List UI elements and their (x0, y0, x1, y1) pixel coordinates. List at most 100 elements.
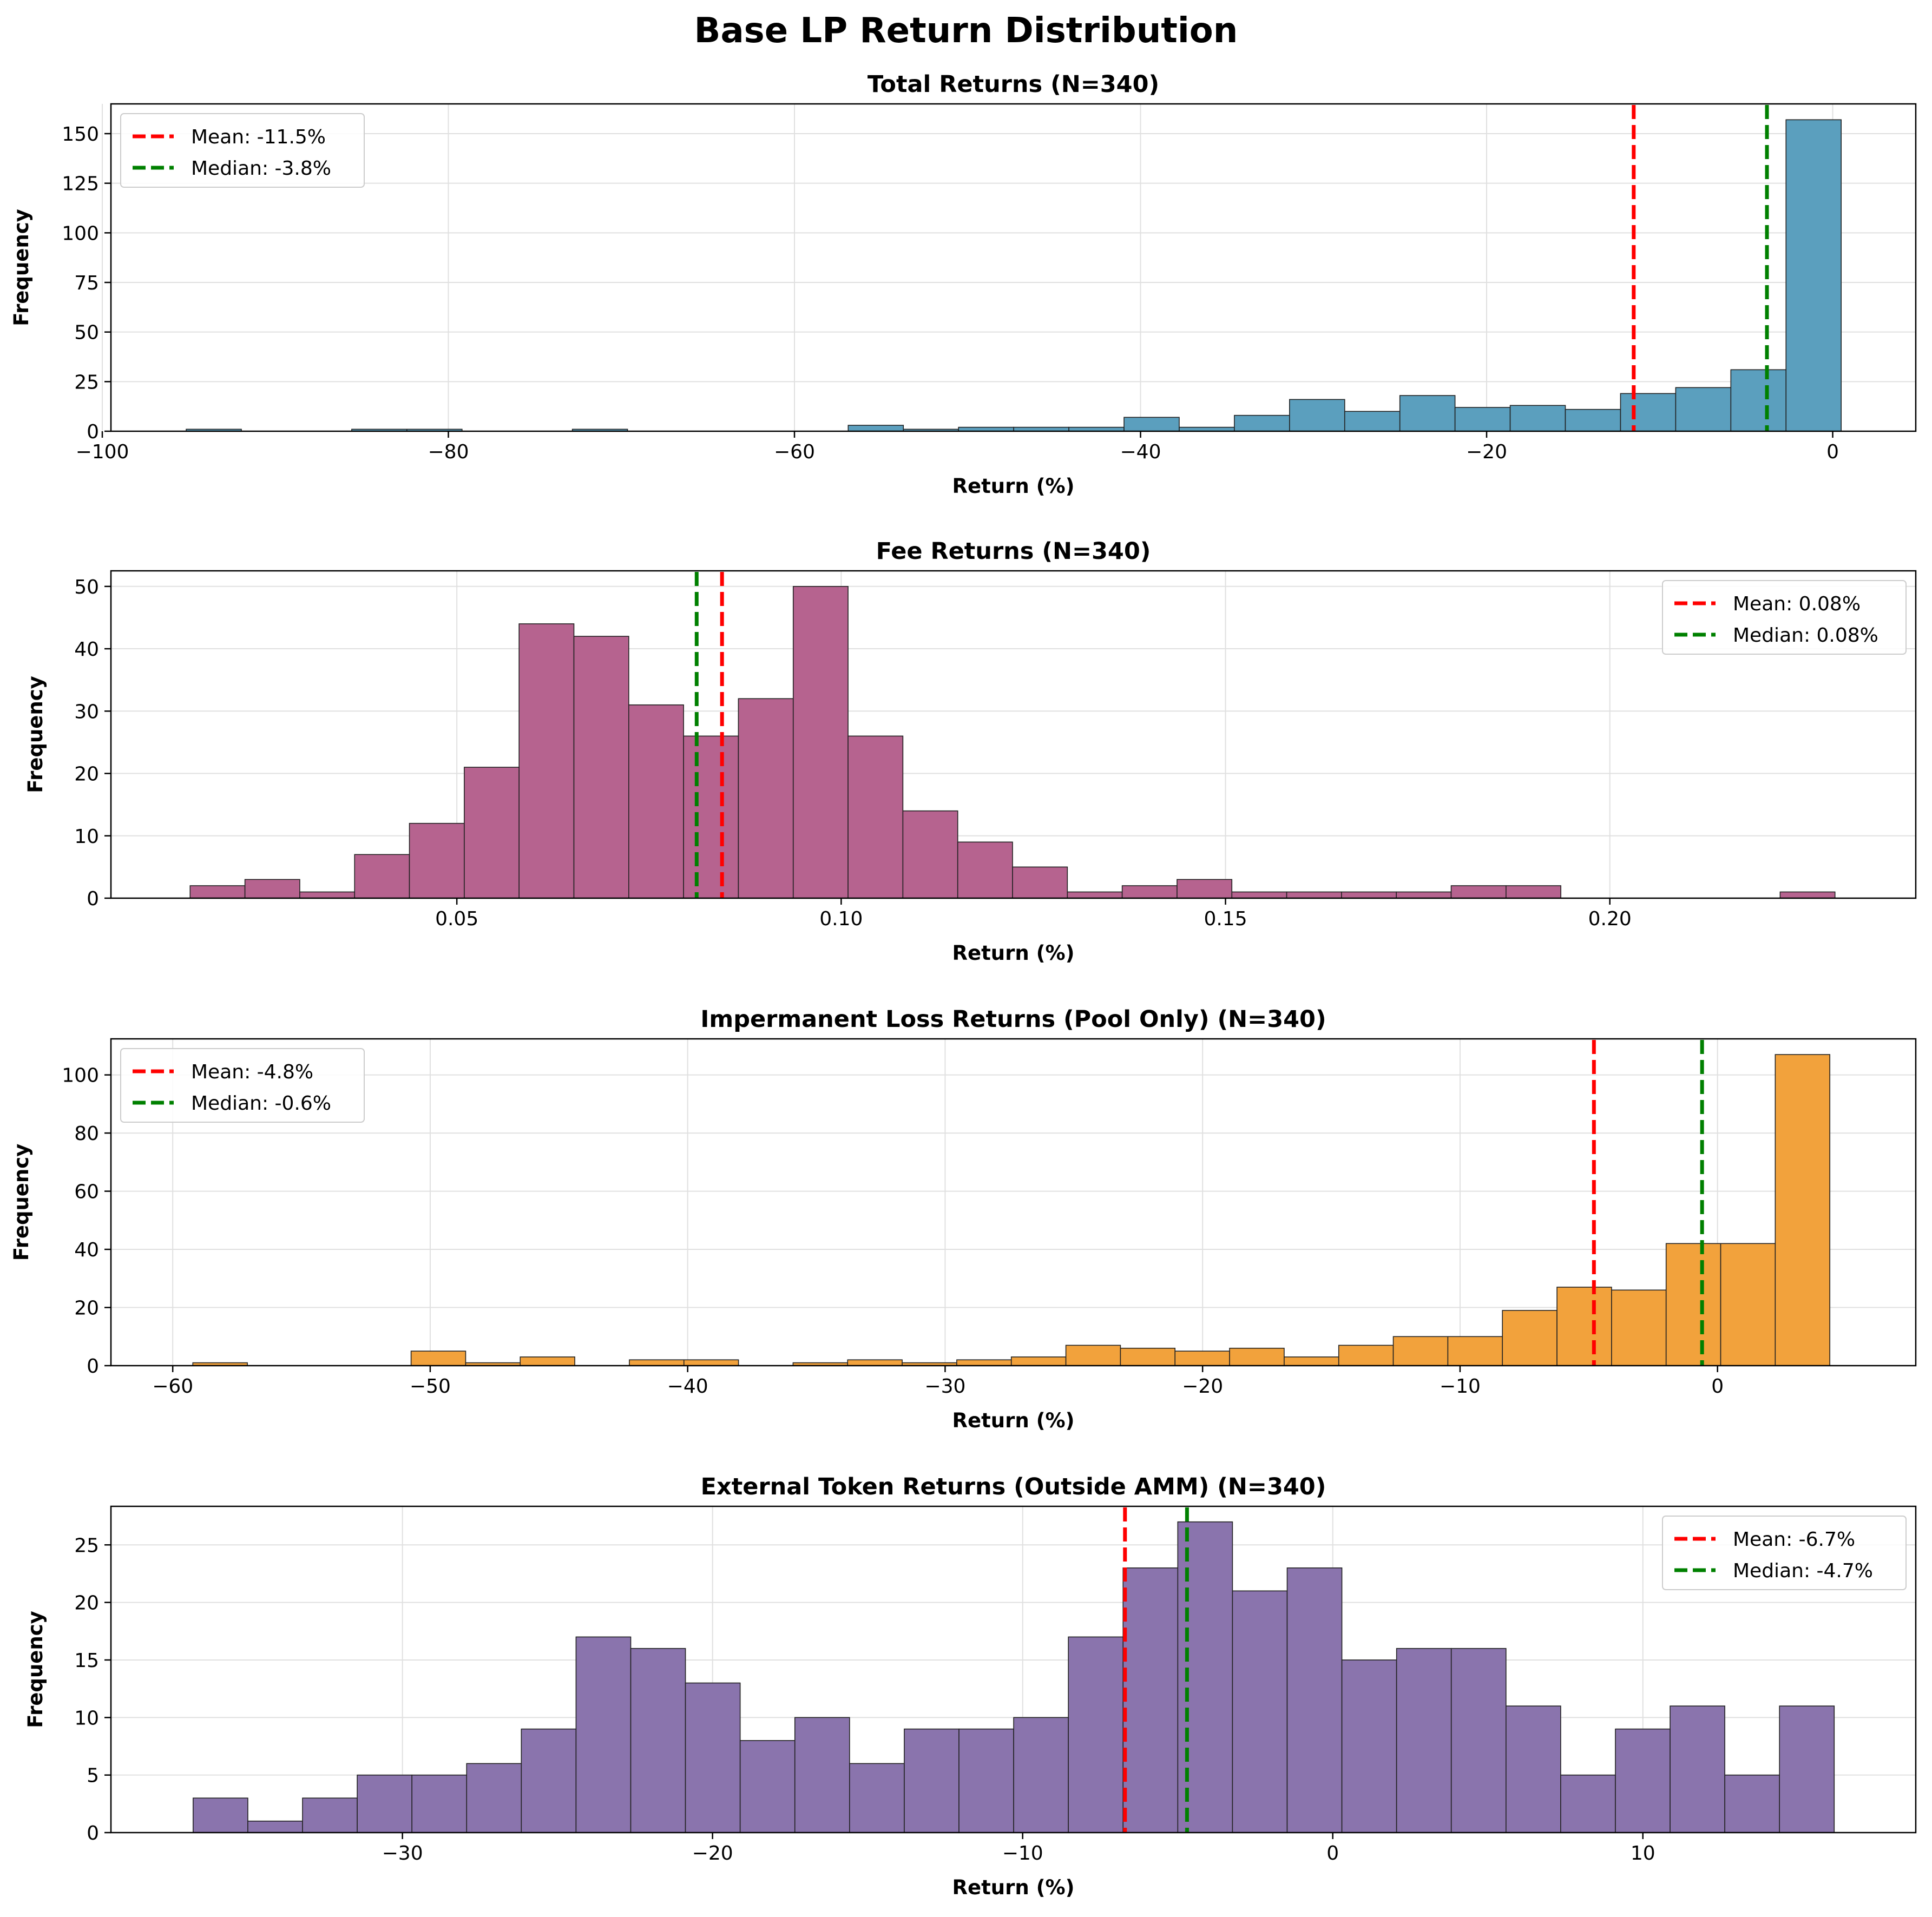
histogram-bar (1341, 891, 1397, 899)
y-tick-label: 60 (74, 1181, 99, 1203)
y-tick-label: 25 (74, 371, 99, 393)
histogram-bar (1670, 1705, 1725, 1833)
histogram-bar (299, 891, 356, 899)
histogram-bar (1779, 1705, 1835, 1833)
x-tick-label: 0.15 (1204, 908, 1247, 930)
histogram-bar (1450, 885, 1507, 899)
histogram-bar (1234, 414, 1290, 432)
x-tick-label: −30 (924, 1375, 965, 1398)
histogram-bar (847, 1359, 903, 1366)
histogram-bar (1730, 369, 1787, 432)
histogram-bar (1013, 1717, 1069, 1833)
histogram-bar (1341, 1659, 1397, 1833)
figure-title: Base LP Return Distribution (694, 11, 1238, 51)
y-tick-label: 0 (87, 421, 99, 443)
axes-frame (110, 570, 1917, 899)
histogram-bar (1392, 1336, 1449, 1366)
histogram-bar (1779, 891, 1836, 899)
y-axis-label: Frequency (10, 1144, 33, 1261)
legend: Mean: -4.8% Median: -0.6% (120, 1048, 365, 1123)
histogram-bar (902, 810, 958, 899)
histogram-bar (683, 1359, 739, 1366)
legend-box (120, 113, 365, 188)
histogram-bar (1399, 395, 1456, 432)
histogram-bar (1665, 1243, 1721, 1366)
histogram-bar (629, 1359, 685, 1366)
x-axis-label: Return (%) (952, 1876, 1075, 1899)
x-tick-label: −20 (1182, 1375, 1223, 1398)
histogram-bar (1615, 1728, 1671, 1833)
histogram-bar (685, 1682, 741, 1833)
y-tick-label: 75 (74, 272, 99, 294)
legend-box (120, 1048, 365, 1123)
y-tick-label: 15 (74, 1650, 99, 1672)
histogram-bar (1502, 1310, 1558, 1366)
histogram-bar (520, 1356, 575, 1366)
histogram-bar (1284, 1356, 1339, 1366)
y-tick-label: 0 (87, 888, 99, 910)
histogram-bar (957, 841, 1013, 899)
histogram-bar (1560, 1774, 1616, 1833)
legend-box (1662, 580, 1907, 655)
x-tick-label: −40 (1120, 441, 1161, 463)
x-tick-label: 0 (1711, 1375, 1724, 1398)
y-tick-label: 80 (74, 1123, 99, 1145)
x-tick-label: −10 (1002, 1842, 1043, 1865)
x-tick-label: −10 (1440, 1375, 1481, 1398)
x-tick-label: 0.05 (435, 908, 478, 930)
histogram-bar (357, 1774, 412, 1833)
histogram-bar (904, 1728, 960, 1833)
x-tick-label: 0.20 (1588, 908, 1632, 930)
histogram-bar (1067, 891, 1123, 899)
subplot-fee: 0.05 0.10 0.15 0.20 0 10 20 30 40 50 Fee Returns (… (24, 538, 1917, 965)
x-tick-label: −20 (692, 1842, 733, 1865)
y-tick-label: 100 (62, 1065, 99, 1087)
histogram-bar (739, 1740, 796, 1833)
subplot-title: Fee Returns (N=340) (876, 538, 1151, 565)
y-tick-label: 20 (74, 1297, 99, 1320)
y-tick-label: 0 (87, 1822, 99, 1844)
histogram-bar (1121, 885, 1178, 899)
legend-median-label: Median: -3.8% (191, 157, 331, 180)
y-axis-label: Frequency (24, 1611, 47, 1728)
y-tick-label: 100 (62, 222, 99, 245)
histogram-bar (575, 1636, 632, 1833)
histogram-bar (518, 623, 575, 899)
x-tick-label: −60 (152, 1375, 193, 1398)
histogram-bar (354, 854, 410, 899)
y-tick-label: 10 (74, 1707, 99, 1729)
histogram-bar (1286, 891, 1342, 899)
legend: Mean: -11.5% Median: -3.8% (120, 113, 365, 188)
subplot-title: Impermanent Loss Returns (Pool Only) (N=… (700, 1006, 1326, 1033)
x-tick-label: 0 (1326, 1842, 1339, 1865)
legend-mean-label: Mean: -6.7% (1733, 1529, 1855, 1551)
subplot-title: Total Returns (N=340) (868, 71, 1159, 98)
histogram-bar (630, 1648, 686, 1833)
x-tick-label: 10 (1631, 1842, 1655, 1865)
x-tick-label: −80 (428, 441, 469, 463)
histogram-bar (1120, 1347, 1176, 1366)
histogram-bar (1344, 411, 1401, 432)
histogram-bar (1675, 387, 1732, 432)
legend-median-label: Median: 0.08% (1733, 624, 1878, 647)
histogram-bar (1720, 1243, 1776, 1366)
histogram-bar (1450, 1648, 1507, 1833)
histogram-bar (1454, 407, 1511, 432)
y-tick-label: 125 (62, 173, 99, 195)
histogram-bar (1177, 879, 1233, 899)
subplot-il: −60 −50 −40 −30 −20 −10 0 0 20 40 60 80 100 Impermane… (10, 1006, 1917, 1432)
histogram-bar (1724, 1774, 1780, 1833)
histogram-bar (1506, 1705, 1561, 1833)
histogram-bar (847, 425, 904, 432)
histogram-bar (792, 586, 849, 899)
legend: Mean: 0.08% Median: 0.08% (1662, 580, 1907, 655)
histogram-bar (1232, 1590, 1288, 1833)
y-tick-label: 50 (74, 322, 99, 344)
histogram-bar (1286, 1567, 1343, 1833)
subplot-title: External Token Returns (Outside AMM) (N=… (701, 1473, 1326, 1500)
histogram-bar (409, 822, 465, 899)
x-axis-label: Return (%) (952, 1409, 1075, 1432)
y-tick-label: 20 (74, 763, 99, 786)
